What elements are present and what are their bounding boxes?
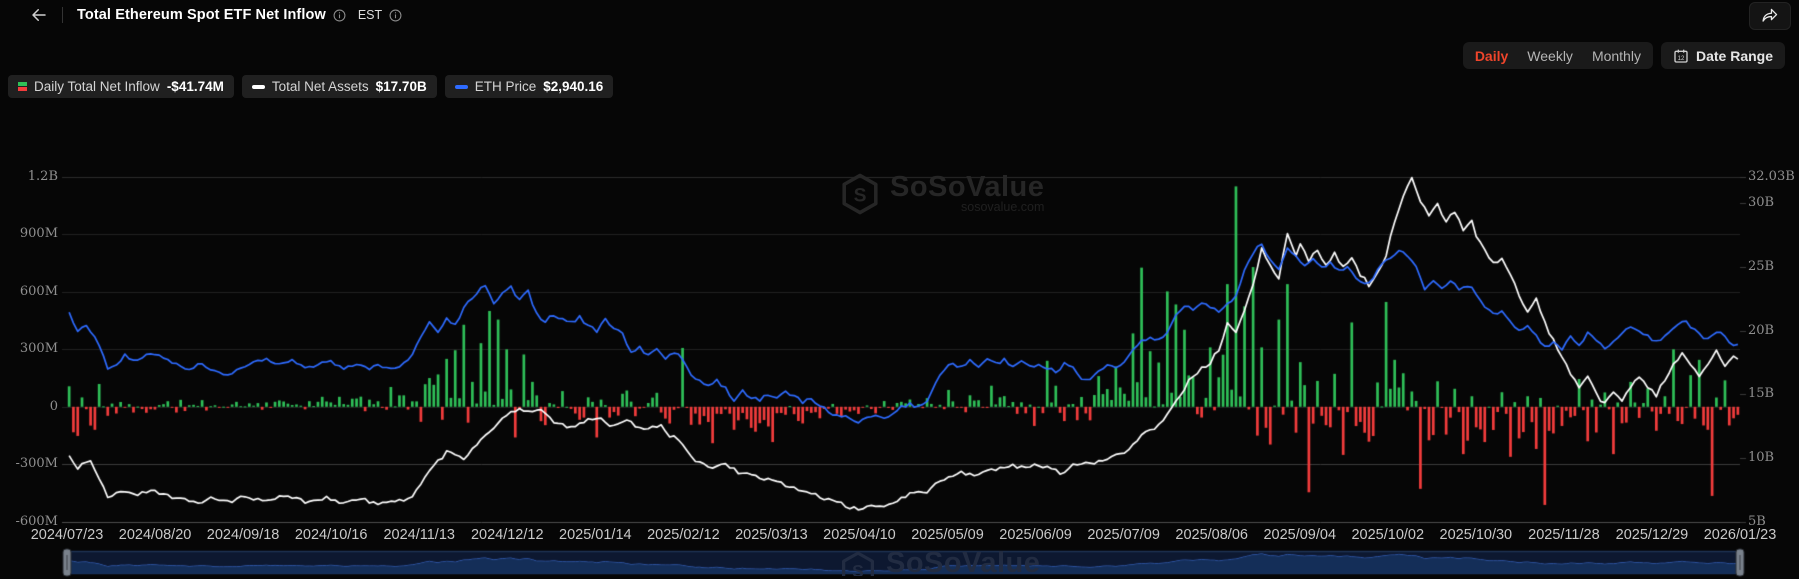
right-axis-tick: 32.03B (1748, 168, 1795, 184)
x-axis-tick: 2026/01/23 (1703, 527, 1777, 543)
left-axis-tick: -300M (15, 455, 58, 471)
right-axis-tick: 10B (1748, 449, 1775, 465)
x-axis-tick: 2024/12/12 (470, 527, 544, 543)
x-axis-tick: 2024/10/16 (294, 527, 368, 543)
right-axis-tick: 5B (1748, 513, 1766, 529)
right-axis-tick: 30B (1748, 194, 1775, 210)
right-axis-tick: 25B (1748, 258, 1775, 274)
left-axis-tick: -600M (15, 513, 58, 529)
x-axis-tick: 2024/08/20 (118, 527, 192, 543)
x-axis-tick: 2025/11/28 (1528, 527, 1600, 543)
x-axis-tick: 2025/09/04 (1263, 527, 1337, 543)
x-axis-tick: 2024/09/18 (206, 527, 280, 543)
left-axis-tick: 1.2B (27, 168, 58, 184)
right-axis-tick: 15B (1748, 385, 1775, 401)
x-axis-tick: 2025/08/06 (1175, 527, 1248, 543)
left-axis-tick: 600M (19, 283, 58, 299)
x-axis-tick: 2025/04/10 (823, 527, 896, 543)
x-axis-tick: 2025/12/29 (1615, 527, 1689, 543)
x-axis-tick: 2024/07/23 (30, 527, 104, 543)
left-axis-tick: 0 (49, 398, 58, 414)
left-axis-tick: 300M (19, 340, 58, 356)
x-axis-tick: 2025/03/13 (735, 527, 808, 543)
left-axis-tick: 900M (19, 225, 58, 241)
x-axis-tick: 2024/11/13 (383, 527, 455, 543)
x-axis-tick: 2025/02/12 (647, 527, 720, 543)
x-axis-tick: 2025/06/09 (999, 527, 1072, 543)
right-axis-tick: 20B (1748, 322, 1775, 338)
x-axis-tick: 2025/10/30 (1439, 527, 1513, 543)
x-axis-tick: 2025/07/09 (1087, 527, 1160, 543)
x-axis-tick: 2025/01/14 (559, 527, 632, 543)
x-axis-tick: 2025/10/02 (1351, 527, 1425, 543)
x-axis-tick: 2025/05/09 (911, 527, 984, 543)
